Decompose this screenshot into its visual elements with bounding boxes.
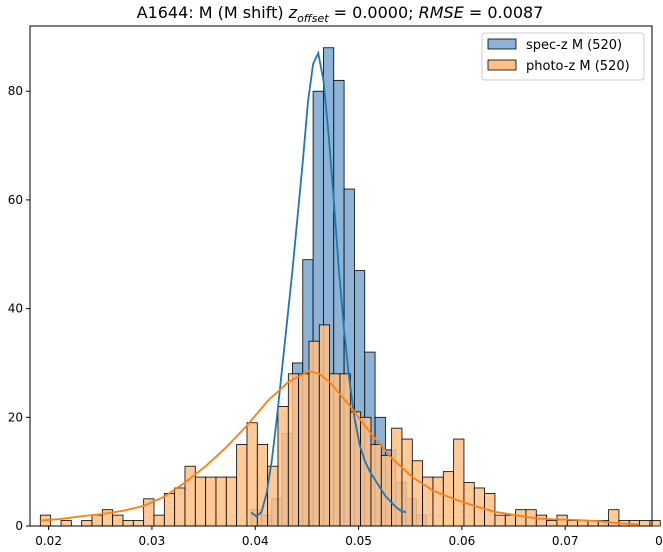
bar-series-2 bbox=[225, 476, 238, 527]
y-tick-label: 20 bbox=[8, 410, 23, 424]
bar-series-2 bbox=[566, 520, 579, 527]
bar-series-2 bbox=[215, 476, 227, 527]
title-z-variable: z bbox=[288, 3, 298, 22]
legend-label-series-2: photo-z M (520) bbox=[526, 59, 630, 74]
x-tick-label: 0.04 bbox=[242, 534, 269, 548]
bar-series-2 bbox=[494, 514, 506, 527]
bar-series-2 bbox=[132, 520, 145, 527]
y-tick-label: 60 bbox=[8, 193, 23, 207]
bar-series-2 bbox=[546, 520, 558, 527]
bar-series-2 bbox=[277, 406, 289, 527]
bar-series-2 bbox=[318, 324, 331, 527]
bar-series-2 bbox=[432, 476, 444, 527]
bar-series-2 bbox=[236, 444, 248, 527]
bar-series-2 bbox=[401, 438, 413, 527]
x-tick-label: 0.07 bbox=[552, 534, 579, 548]
title-rmse-value: = 0.0087 bbox=[464, 3, 544, 22]
y-tick-label: 0 bbox=[15, 519, 23, 533]
y-tick-label: 80 bbox=[8, 84, 23, 98]
bar-series-2 bbox=[91, 514, 103, 527]
chart-title: A1644: M (M shift) zoffset = 0.0000; RMS… bbox=[137, 3, 544, 25]
kde-curve-series-2 bbox=[40, 370, 640, 526]
legend: spec-z M (520) photo-z M (520) bbox=[481, 32, 645, 81]
plot-area bbox=[39, 47, 661, 527]
bar-series-2 bbox=[246, 422, 258, 527]
bar-series-2 bbox=[194, 476, 207, 527]
title-rmse-label: RMSE bbox=[419, 3, 465, 22]
bar-series-2 bbox=[349, 411, 362, 527]
bar-series-2 bbox=[163, 492, 176, 527]
bar-series-2 bbox=[329, 373, 341, 527]
bar-series-2 bbox=[411, 460, 424, 527]
bar-series-2 bbox=[308, 340, 320, 527]
x-tick-label: 0.05 bbox=[345, 534, 372, 548]
bar-series-2 bbox=[577, 520, 589, 527]
kde-curve-series-1 bbox=[250, 50, 407, 518]
title-z-subscript: offset bbox=[297, 12, 329, 25]
axes: 0.02 0.03 0.04 0.05 0.06 0.07 0.08 0 20 40 60 80 bbox=[8, 25, 663, 548]
bar-series-2 bbox=[298, 373, 310, 527]
x-tick-label: 0.08 bbox=[655, 534, 663, 548]
bar-series-2 bbox=[205, 476, 217, 527]
legend-swatch-series-2 bbox=[487, 59, 517, 71]
bar-series-2 bbox=[60, 520, 72, 527]
bar-series-2 bbox=[122, 520, 134, 527]
legend-label-series-1: spec-z M (520) bbox=[526, 38, 622, 53]
bar-series-2 bbox=[535, 514, 548, 527]
legend-swatch-series-1 bbox=[487, 38, 517, 50]
bar-series-2 bbox=[174, 487, 186, 527]
bar-series-2 bbox=[370, 444, 382, 527]
bar-series-2 bbox=[453, 438, 465, 527]
bar-series-2 bbox=[515, 509, 527, 527]
x-tick-label: 0.06 bbox=[449, 534, 476, 548]
x-tick-label: 0.02 bbox=[35, 534, 62, 548]
legend-box bbox=[481, 32, 645, 81]
bar-series-2 bbox=[81, 520, 93, 527]
y-tick-label: 40 bbox=[8, 302, 23, 316]
bar-series-2 bbox=[112, 514, 124, 527]
bar-series-2 bbox=[649, 520, 661, 527]
x-tick-label: 0.03 bbox=[139, 534, 166, 548]
bar-series-2 bbox=[639, 520, 651, 527]
bar-series-2 bbox=[287, 373, 300, 527]
title-equals-zero: = 0.0000; bbox=[329, 3, 419, 22]
bar-series-2 bbox=[504, 514, 517, 527]
title-prefix: A1644: M (M shift) bbox=[137, 3, 289, 22]
bar-series-2 bbox=[153, 514, 165, 527]
axes-frame bbox=[29, 25, 653, 527]
